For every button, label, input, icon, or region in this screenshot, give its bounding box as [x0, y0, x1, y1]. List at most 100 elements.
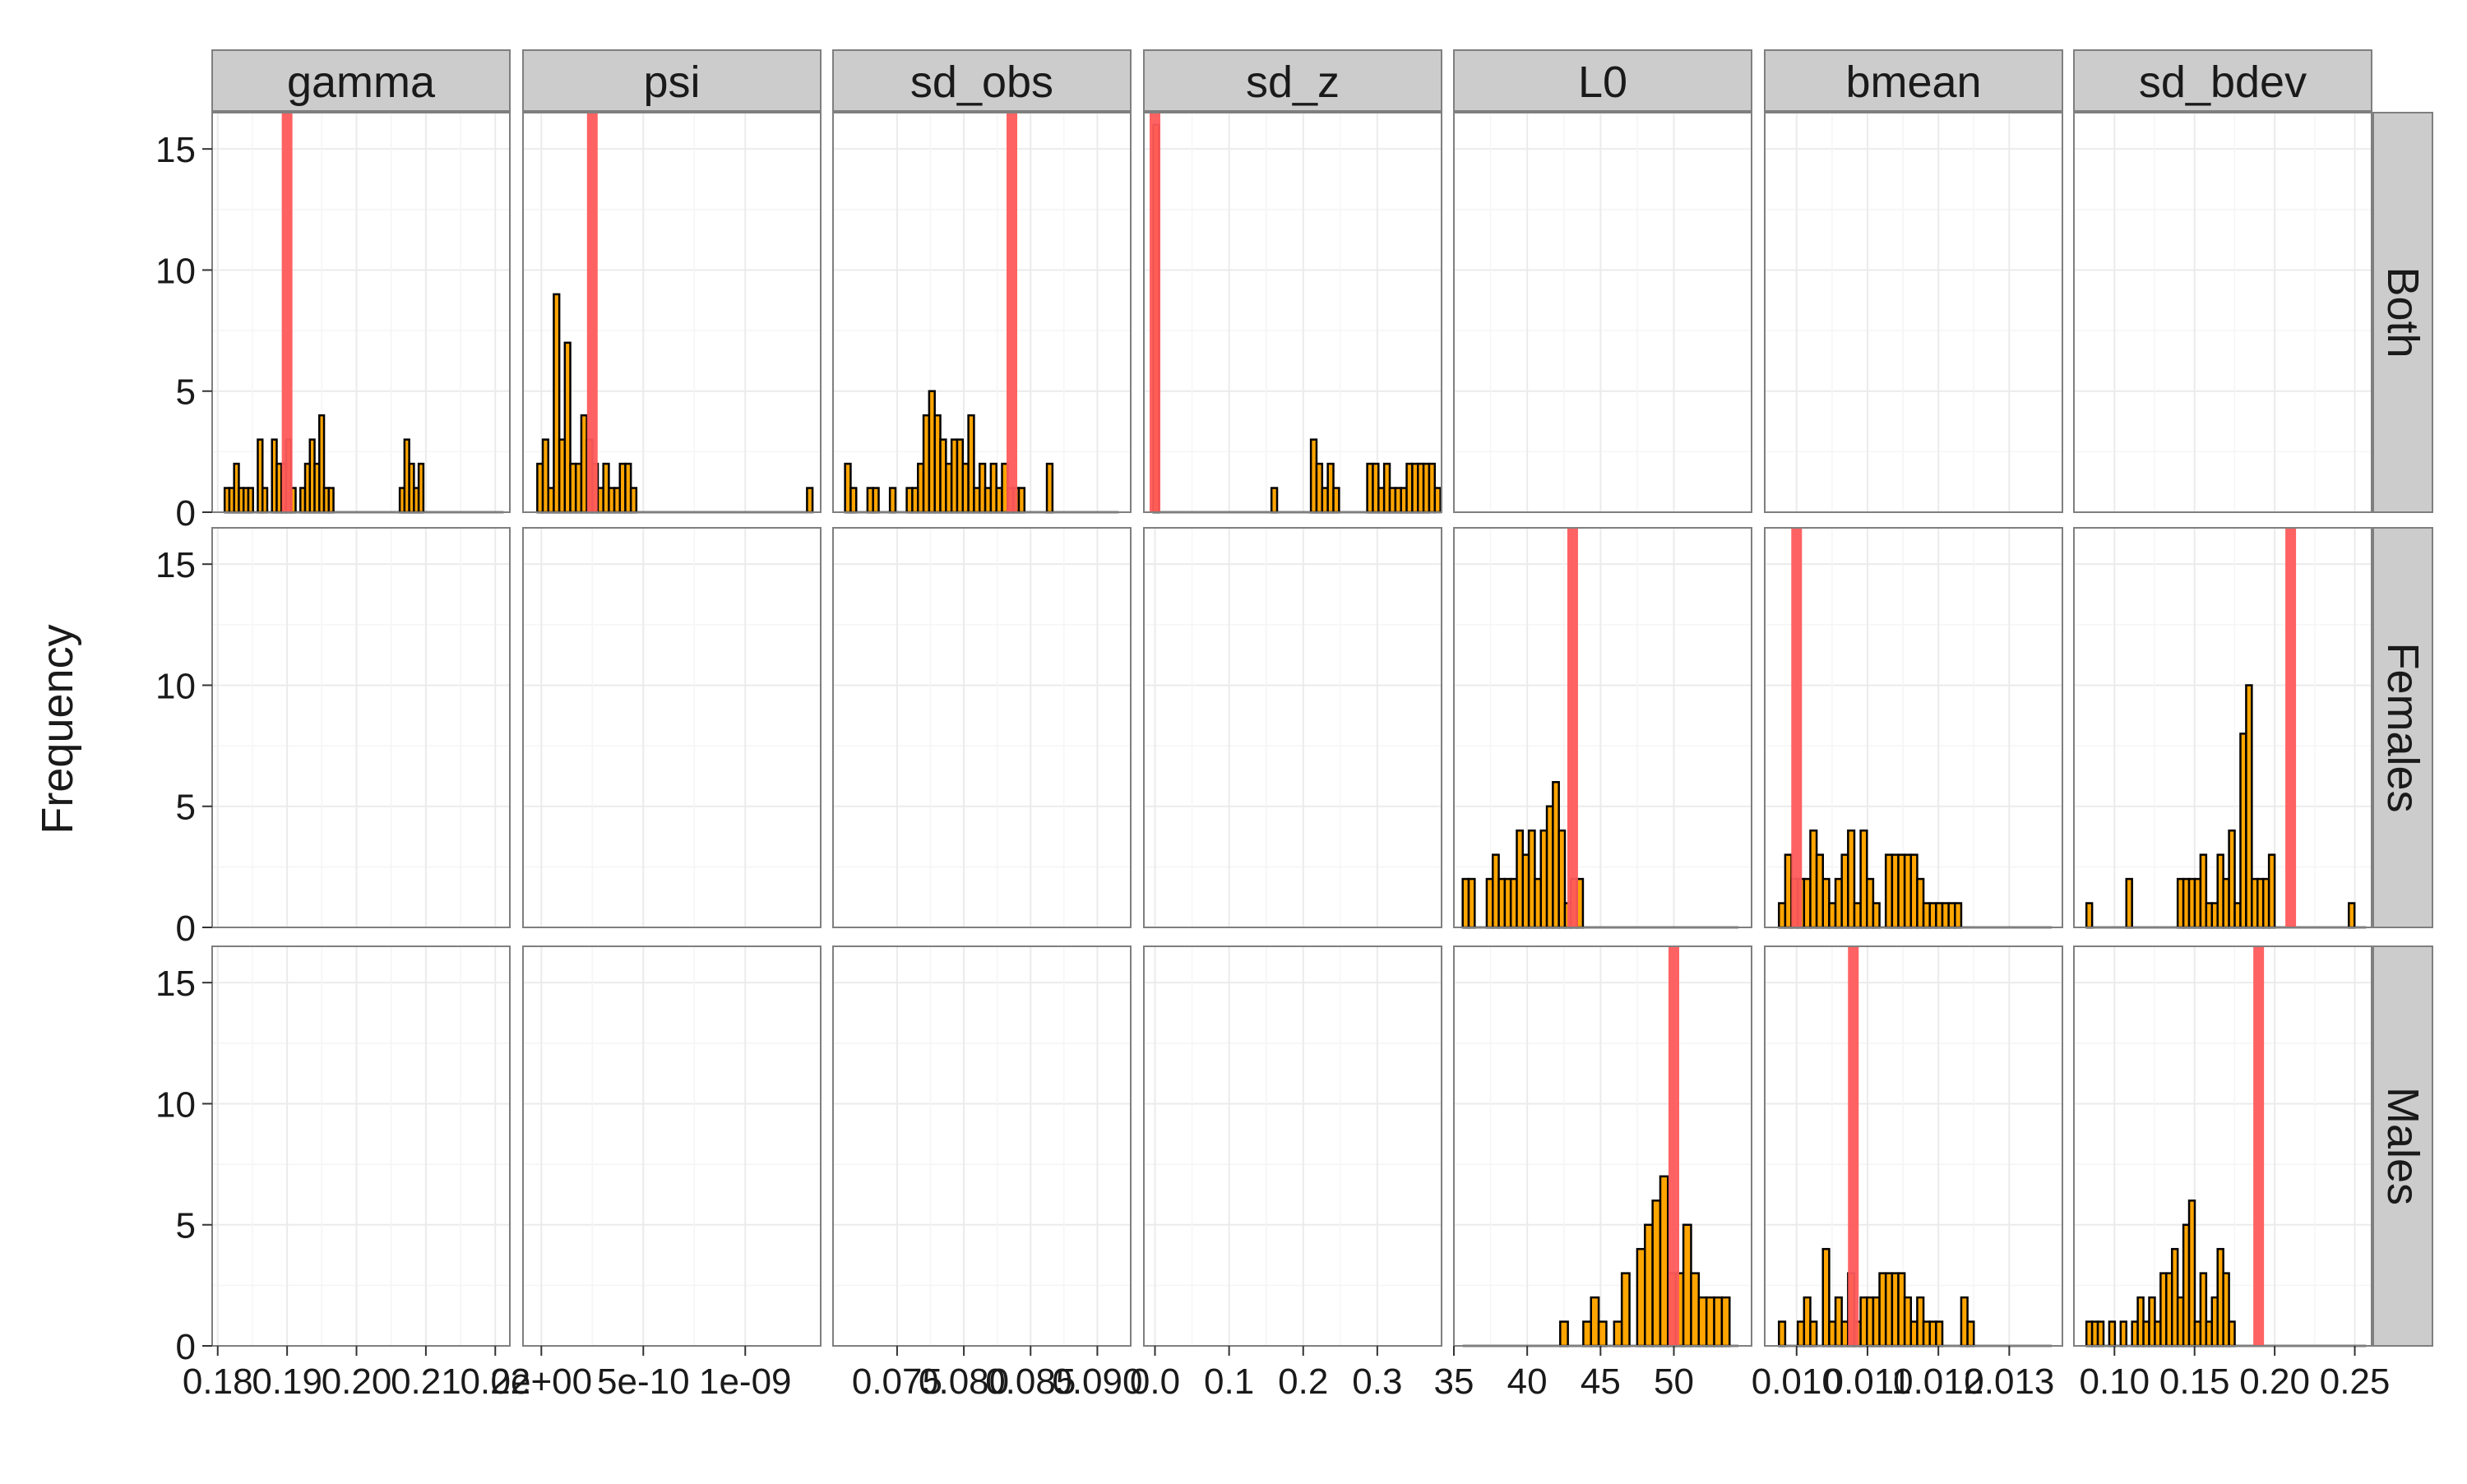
histogram-bar — [327, 487, 335, 514]
x-tick-label: 50 — [1654, 1361, 1694, 1402]
histogram-bar — [1582, 1320, 1592, 1348]
true-value-line — [1668, 946, 1679, 1346]
row-strip-label: Both — [2378, 266, 2428, 358]
facet-panel-gamma-Males — [212, 946, 510, 1347]
true-value-line — [586, 113, 598, 512]
x-tick-label: 0.075 — [852, 1361, 942, 1402]
panel-border — [522, 945, 822, 1347]
histogram-bmean-Males — [1777, 946, 2053, 1348]
facet-panel-L0-Both — [1453, 113, 1752, 513]
row-strip-label: Females — [2378, 642, 2428, 812]
facet-panel-psi-Males — [523, 946, 821, 1347]
histogram-bar — [2228, 1320, 2236, 1348]
facet-panel-sd_obs-Females — [833, 528, 1131, 928]
true-value-line — [2253, 946, 2265, 1346]
x-tick-label: 0.20 — [322, 1361, 392, 1402]
true-value-line — [1007, 113, 1018, 512]
x-tick-label: 0.15 — [2159, 1361, 2230, 1402]
x-tick-label: 0e+00 — [491, 1361, 593, 1402]
histogram-gamma-Both — [223, 113, 504, 514]
x-tick-label: 0.010 — [1752, 1361, 1842, 1402]
strip-background — [1143, 49, 1442, 112]
histogram-bar — [1651, 1200, 1662, 1348]
histogram-bar — [629, 487, 638, 514]
panel-background — [1454, 528, 1752, 927]
strip-background — [2372, 112, 2433, 513]
strip-label: sd_z — [1246, 58, 1340, 107]
facet-panel-sd_z-Males — [1144, 946, 1442, 1347]
panel-border — [2073, 112, 2372, 513]
y-tick-label: 5 — [176, 1206, 196, 1246]
facet-panel-sd_z-Both — [1144, 113, 1442, 513]
true-value-line — [1150, 113, 1161, 512]
panel-background — [833, 113, 1131, 512]
panel-border — [1453, 527, 1752, 928]
panel-border — [832, 945, 1132, 1347]
histogram-L0-Males — [1462, 946, 1738, 1348]
histogram-bar — [1332, 487, 1340, 514]
facet-panel-gamma-Females — [212, 528, 510, 928]
y-axis-title: Frequency — [33, 624, 82, 834]
row-strip-Females: Females — [2372, 527, 2433, 928]
histogram-bar — [1705, 1296, 1715, 1348]
panel-border — [1764, 527, 2063, 928]
strip-L0: L0 — [1453, 49, 1752, 112]
row-strip-label: Males — [2378, 1087, 2428, 1205]
histogram-bar — [849, 487, 858, 514]
histogram-bar — [1954, 902, 1963, 929]
true-value-line — [2285, 528, 2297, 927]
x-tick-label: 0.1 — [1204, 1361, 1254, 1402]
strip-gamma: gamma — [211, 49, 511, 112]
histogram-bmean-Females — [1777, 528, 2053, 929]
strip-label: sd_bdev — [2139, 58, 2307, 107]
facet-panel-bmean-Both — [1765, 113, 2062, 513]
y-tick-label: 10 — [155, 1084, 196, 1125]
panel-border — [211, 945, 511, 1347]
panel-background — [1144, 113, 1442, 512]
true-value-line — [1848, 946, 1859, 1346]
histogram-bar — [1682, 1223, 1692, 1348]
facet-panel-sd_z-Females — [1144, 528, 1442, 928]
row-strip-Males: Males — [2372, 945, 2433, 1347]
histogram-bar — [1872, 902, 1881, 929]
panel-border — [1143, 112, 1442, 513]
true-value-line — [1791, 528, 1803, 927]
histogram-bar — [1017, 487, 1026, 514]
x-tick-label: 0.0 — [1130, 1361, 1180, 1402]
x-tick-label: 35 — [1434, 1361, 1474, 1402]
histogram-bar — [1620, 1272, 1631, 1348]
panel-border — [1143, 945, 1442, 1347]
panel-border — [211, 112, 511, 513]
x-tick-label: 0.080 — [919, 1361, 1009, 1402]
histogram-bar — [1467, 877, 1476, 929]
histogram-bar — [2108, 1320, 2117, 1348]
histogram-bar — [261, 487, 269, 514]
panel-background — [833, 528, 1131, 927]
x-tick-label: 0.011 — [1824, 1361, 1912, 1402]
histogram-bar — [247, 487, 254, 514]
x-tick-label: 40 — [1507, 1361, 1548, 1402]
histogram-bar — [2119, 1320, 2127, 1348]
facet-panel-sd_bdev-Both — [2074, 113, 2372, 513]
panel-background — [523, 528, 821, 927]
y-tick-label: 10 — [155, 666, 196, 706]
panel-background — [1144, 946, 1442, 1346]
histogram-bar — [1809, 1320, 1818, 1348]
panel-background — [1144, 528, 1442, 927]
y-tick-label: 0 — [176, 1327, 196, 1367]
histogram-bar — [1697, 1296, 1708, 1348]
histogram-bar — [872, 487, 880, 514]
y-tick-label: 15 — [155, 545, 196, 585]
y-tick-label: 15 — [155, 964, 196, 1004]
histogram-bar — [1590, 1296, 1600, 1348]
strip-label: sd_obs — [910, 58, 1053, 107]
facet-panel-sd_obs-Both — [833, 113, 1131, 513]
panel-background — [833, 946, 1131, 1346]
panel-border — [1453, 112, 1752, 513]
y-tick-label: 0 — [176, 908, 196, 949]
histogram-bar — [2085, 902, 2094, 929]
panel-border — [1143, 527, 1442, 928]
histogram-bar — [806, 487, 814, 514]
x-tick-label: 0.2 — [1278, 1361, 1328, 1402]
